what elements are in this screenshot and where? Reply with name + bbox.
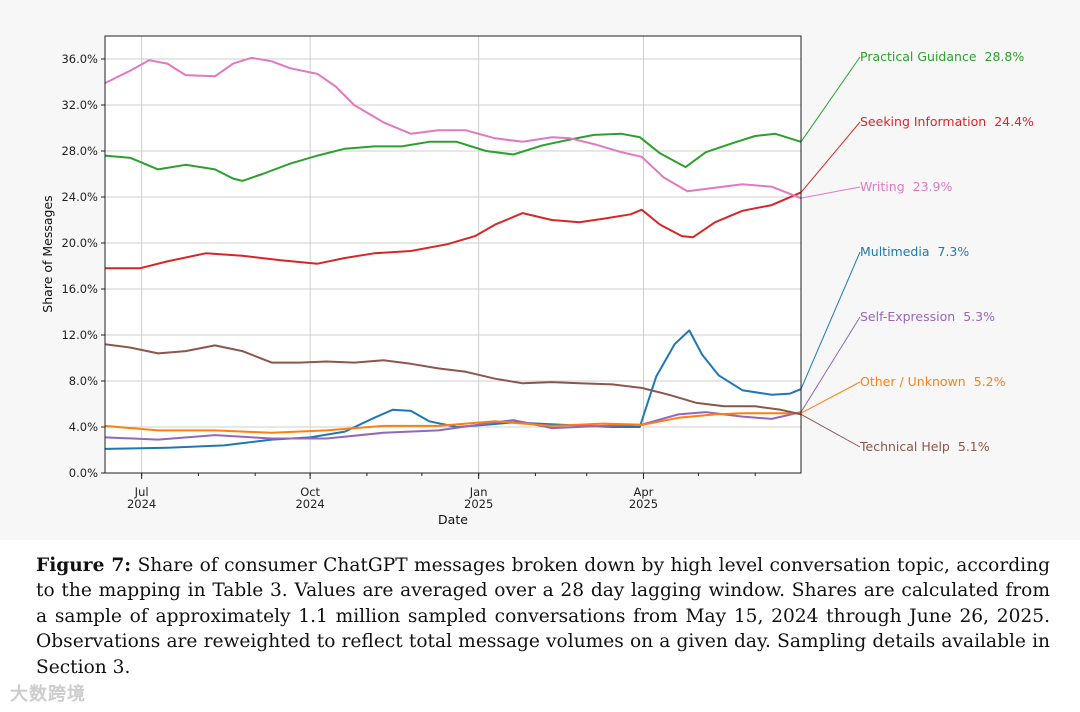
x-tick-label: Jul: [134, 485, 149, 499]
end-label-self-expression: Self-Expression 5.3%: [860, 309, 995, 324]
series-line-technical-help: [104, 343, 802, 416]
end-label-value: 7.3%: [938, 244, 970, 259]
x-tick-label: Apr: [634, 485, 654, 499]
connector-other-unknown: [800, 381, 861, 414]
end-label-name: Self-Expression: [860, 309, 955, 324]
series-line-other-unknown: [104, 412, 801, 434]
y-tick-label: 24.0%: [61, 190, 98, 204]
watermark: 大数跨境: [10, 684, 86, 705]
end-label-practical-guidance: Practical Guidance 28.8%: [860, 49, 1024, 64]
end-label-name: Technical Help: [859, 439, 950, 454]
y-axis-label: Share of Messages: [40, 195, 55, 312]
y-tick-label: 4.0%: [69, 420, 98, 434]
line-chart: 0.0% 4.0% 8.0% 12.0% 16.0% 20.0% 24.0% 28.0% 32.…: [40, 35, 1034, 527]
x-tick-year: 2024: [295, 497, 324, 511]
x-tick-label: Oct: [300, 485, 320, 499]
end-label-value: 5.3%: [963, 309, 995, 324]
x-tick-year: 2025: [464, 497, 493, 511]
connector-self-expression: [800, 316, 861, 413]
end-label-value: 5.2%: [974, 374, 1006, 389]
end-label-writing: Writing 23.9%: [860, 179, 952, 194]
end-label-name: Other / Unknown: [860, 374, 966, 389]
y-tick-label: 16.0%: [61, 282, 98, 296]
end-label-name: Seeking Information: [860, 114, 986, 129]
x-tick-year: 2025: [629, 497, 658, 511]
y-tick-label: 36.0%: [61, 52, 98, 66]
figure-caption: Figure 7: Share of consumer ChatGPT mess…: [36, 553, 1050, 680]
end-label-multimedia: Multimedia 7.3%: [860, 244, 969, 259]
series-line-writing: [104, 56, 802, 200]
plot-frame: [104, 35, 802, 474]
series-end-labels: Practical Guidance 28.8% Seeking Informati…: [800, 49, 1034, 454]
series-line-multimedia: [104, 329, 802, 450]
end-label-name: Practical Guidance: [860, 49, 977, 64]
series-lines: [104, 56, 802, 450]
y-tick-label: 20.0%: [61, 236, 98, 250]
connector-practical-guidance: [800, 56, 861, 143]
end-label-value: 5.1%: [958, 439, 990, 454]
y-tick-label: 0.0%: [69, 466, 98, 480]
x-tick-year: 2024: [127, 497, 156, 511]
connector-multimedia: [800, 251, 861, 390]
y-tick-label: 28.0%: [61, 144, 98, 158]
caption-text: Share of consumer ChatGPT messages broke…: [36, 555, 1050, 678]
end-label-value: 28.8%: [985, 49, 1025, 64]
end-label-name: Multimedia: [860, 244, 930, 259]
connector-writing: [800, 186, 861, 199]
x-axis-label: Date: [438, 512, 468, 527]
end-label-value: 23.9%: [913, 179, 953, 194]
x-tick-label: Jan: [469, 485, 488, 499]
connector-seeking-information: [800, 121, 861, 193]
y-tick-label: 32.0%: [61, 98, 98, 112]
end-label-value: 24.4%: [994, 114, 1034, 129]
y-tick-label: 8.0%: [69, 374, 98, 388]
end-label-seeking-information: Seeking Information 24.4%: [860, 114, 1034, 129]
series-line-seeking-information: [105, 191, 802, 270]
y-axis-ticks: 0.0% 4.0% 8.0% 12.0% 16.0% 20.0% 24.0% 28.0% 32.…: [61, 52, 105, 480]
connector-technical-help: [800, 413, 861, 448]
end-label-technical-help: Technical Help 5.1%: [859, 439, 990, 454]
series-line-practical-guidance: [104, 132, 802, 182]
chart-area: 0.0% 4.0% 8.0% 12.0% 16.0% 20.0% 24.0% 28.0% 32.…: [40, 35, 1035, 527]
y-tick-label: 12.0%: [61, 328, 98, 342]
figure-label: Figure 7:: [36, 555, 132, 576]
end-label-other-unknown: Other / Unknown 5.2%: [860, 374, 1006, 389]
end-label-name: Writing: [860, 179, 905, 194]
